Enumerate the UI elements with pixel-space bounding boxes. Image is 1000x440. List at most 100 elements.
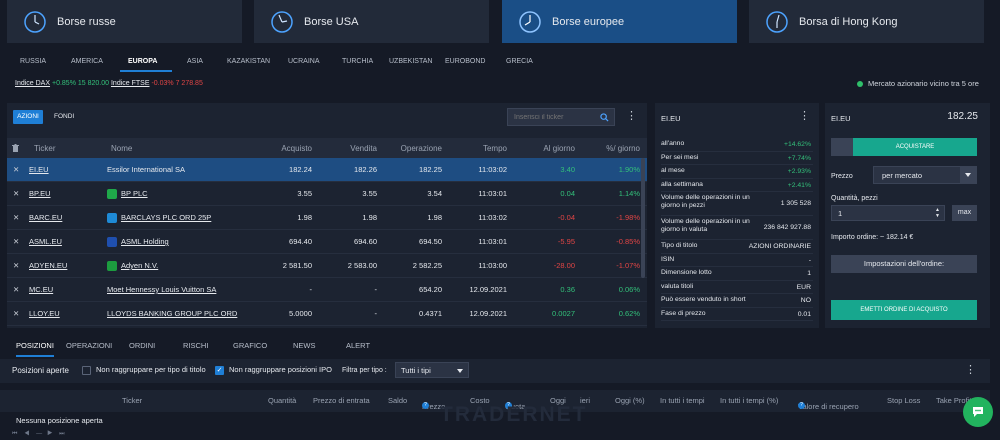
row-ticker[interactable]: BARC.EU [29, 213, 63, 222]
row-ticker[interactable]: MC.EU [29, 285, 54, 294]
table-row[interactable]: ✕ ADYEN.EU Adyen N.V. 2 581.50 2 583.00 2 582… [7, 254, 647, 278]
tab-operations[interactable]: OPERAZIONI [66, 341, 113, 350]
col-balance[interactable]: Saldo [388, 396, 408, 405]
remove-row-icon[interactable]: ✕ [13, 213, 20, 222]
tab-grecia[interactable]: GRECIA [506, 58, 533, 65]
next-page-icon[interactable]: ▶ [47, 431, 53, 437]
table-row[interactable]: ✕ ASML.EU ASML Holding 694.40 694.60 694.50 11… [7, 230, 647, 254]
remove-row-icon[interactable]: ✕ [13, 165, 20, 174]
table-row[interactable]: ✕ LLOY.EU LLOYDS BANKING GROUP PLC ORD 5.00… [7, 302, 647, 326]
exchange-card-hongkong[interactable]: Borsa di Hong Kong [749, 0, 984, 43]
row-ticker[interactable]: BP.EU [29, 189, 51, 198]
tab-europa[interactable]: EUROPA [128, 58, 158, 65]
row-name[interactable]: BARCLAYS PLC ORD 25P [121, 213, 212, 222]
col-cost[interactable]: Costo [470, 396, 490, 405]
col-ask[interactable]: Vendita [350, 144, 377, 153]
index-name[interactable]: Indice DAX [15, 80, 51, 87]
help-icon[interactable]: ? [422, 402, 429, 409]
kebab-menu-icon[interactable]: ⋮ [799, 110, 810, 122]
tab-alert[interactable]: ALERT [346, 341, 371, 350]
tab-uzbekistan[interactable]: UZBEKISTAN [389, 58, 433, 65]
chat-button[interactable] [963, 397, 993, 427]
col-all-time[interactable]: In tutti i tempi [660, 396, 705, 405]
col-stop-loss[interactable]: Stop Loss [887, 396, 921, 405]
index-name[interactable]: Indice FTSE [110, 80, 150, 87]
tab-asia[interactable]: ASIA [187, 58, 203, 65]
row-ticker[interactable]: ASML.EU [29, 237, 62, 246]
submit-buy-order-button[interactable]: EMETTI ORDINE DI ACQUISTO [831, 300, 977, 320]
dropdown-toggle[interactable] [960, 167, 976, 183]
remove-row-icon[interactable]: ✕ [13, 309, 20, 318]
col-ticker[interactable]: Ticker [122, 396, 143, 405]
remove-row-icon[interactable]: ✕ [13, 189, 20, 198]
col-entry-price[interactable]: Prezzo di entrata [313, 396, 370, 405]
search-icon[interactable] [600, 113, 609, 122]
first-page-icon[interactable]: ⏮ [12, 431, 18, 437]
col-all-time-pct[interactable]: In tutti i tempi (%) [720, 396, 779, 405]
row-name[interactable]: ASML Holding [121, 237, 169, 246]
tab-risks[interactable]: RISCHI [183, 341, 209, 350]
type-filter-select[interactable]: Tutti i tipi [395, 362, 469, 378]
tab-kazakistan[interactable]: KAZAKISTAN [227, 58, 271, 65]
row-ticker[interactable]: LLOY.EU [29, 309, 60, 318]
search-input[interactable] [514, 111, 594, 123]
stepper-arrows-icon[interactable]: ▲ ▼ [935, 207, 940, 219]
col-ticker[interactable]: Ticker [34, 144, 56, 153]
col-last[interactable]: Operazione [400, 144, 442, 153]
tab-chart[interactable]: GRAFICO [233, 341, 268, 350]
col-chg[interactable]: Al giorno [543, 144, 575, 153]
row-name[interactable]: LLOYDS BANKING GROUP PLC ORD [107, 309, 238, 318]
row-name[interactable]: BP PLC [121, 189, 148, 198]
remove-row-icon[interactable]: ✕ [13, 285, 20, 294]
sell-side-button[interactable] [831, 138, 853, 156]
col-today[interactable]: Oggi [550, 396, 566, 405]
exchange-card-usa[interactable]: Borse USA [254, 0, 489, 43]
row-ticker[interactable]: ADYEN.EU [29, 261, 68, 270]
price-type-select[interactable]: per mercato [873, 166, 977, 184]
col-bid[interactable]: Acquisto [281, 144, 312, 153]
order-settings-button[interactable]: Impostazioni dell'ordine: [831, 255, 977, 273]
tab-russia[interactable]: RUSSIA [20, 58, 47, 65]
tab-news[interactable]: NEWS [293, 341, 316, 350]
exchange-card-europe[interactable]: Borse europee [502, 0, 737, 43]
col-name[interactable]: Nome [111, 144, 133, 153]
col-take-profit[interactable]: Take Profit [936, 396, 972, 405]
row-name[interactable]: Moet Hennessy Louis Vuitton SA [107, 285, 217, 294]
table-scrollbar[interactable] [641, 158, 645, 278]
last-page-icon[interactable]: ⏭ [59, 431, 65, 437]
quantity-stepper[interactable]: 1 ▲ ▼ [831, 205, 945, 221]
kebab-menu-icon[interactable]: ⋮ [965, 364, 976, 376]
trash-icon[interactable] [12, 144, 19, 152]
prev-page-icon[interactable]: ◀ [24, 431, 30, 437]
kebab-menu-icon[interactable]: ⋮ [626, 110, 637, 122]
table-row[interactable]: ✕ EI.EU Essilor International SA 182.24 182.… [7, 158, 647, 182]
help-icon[interactable]: ? [798, 402, 805, 409]
tab-america[interactable]: AMERICA [71, 58, 103, 65]
group-by-type-checkbox[interactable]: Non raggruppare per tipo di titolo [82, 365, 206, 375]
col-pct[interactable]: %/ giorno [606, 144, 640, 153]
group-ipo-checkbox[interactable]: ✓ Non raggruppare posizioni IPO [215, 365, 332, 375]
col-time[interactable]: Tempo [482, 144, 507, 153]
max-button[interactable]: max [952, 205, 977, 221]
remove-row-icon[interactable]: ✕ [13, 237, 20, 246]
exchange-card-russia[interactable]: Borse russe [7, 0, 242, 43]
buy-button[interactable]: ACQUISTARE [853, 138, 977, 156]
table-row[interactable]: ✕ MC.EU Moet Hennessy Louis Vuitton SA - - 65… [7, 278, 647, 302]
row-name[interactable]: Adyen N.V. [121, 261, 159, 270]
row-ticker[interactable]: EI.EU [29, 165, 49, 174]
tab-orders[interactable]: ORDINI [129, 341, 156, 350]
tab-funds[interactable]: FONDI [54, 113, 75, 120]
table-row[interactable]: ✕ BP.EU BP PLC 3.55 3.55 3.54 11:03:01 0.04 1.14… [7, 182, 647, 206]
tab-positions[interactable]: POSIZIONI [16, 337, 54, 357]
help-icon[interactable]: ? [505, 402, 512, 409]
tab-turchia[interactable]: TURCHIA [342, 58, 374, 65]
col-quantity[interactable]: Quantità [268, 396, 297, 405]
col-yesterday[interactable]: ieri [580, 396, 591, 405]
tab-eurobond[interactable]: EUROBOND [445, 58, 486, 65]
tab-stocks[interactable]: AZIONI [13, 110, 43, 124]
page-input[interactable]: — [36, 431, 43, 437]
table-row[interactable]: ✕ BARC.EU BARCLAYS PLC ORD 25P 1.98 1.98 1.98… [7, 206, 647, 230]
col-today-pct[interactable]: Oggi (%) [615, 396, 645, 405]
remove-row-icon[interactable]: ✕ [13, 261, 20, 270]
row-name[interactable]: Essilor International SA [107, 165, 185, 174]
